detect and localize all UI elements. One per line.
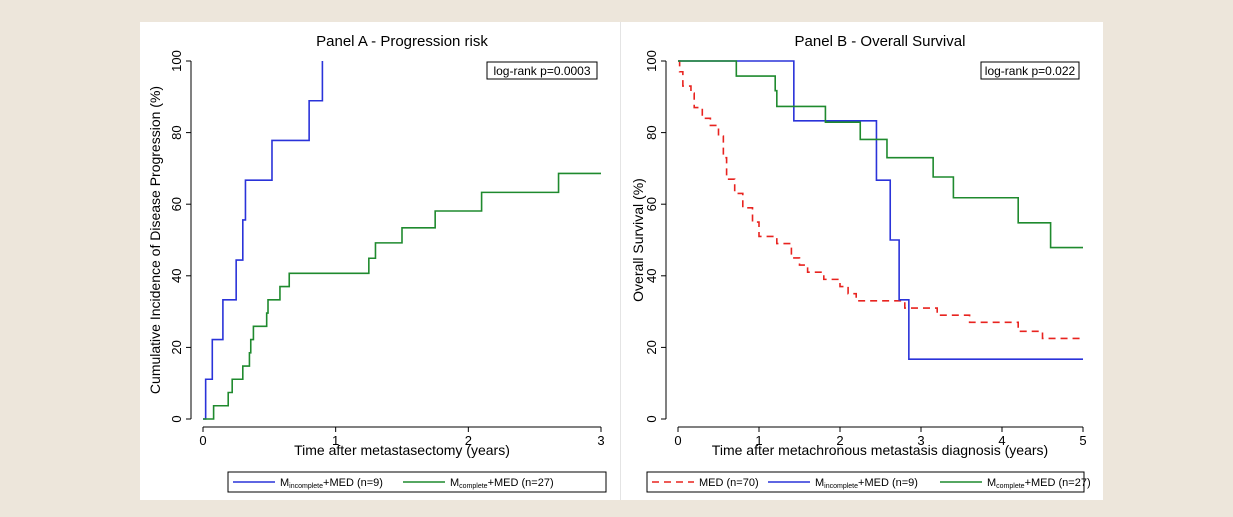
y-tick-label: 100 xyxy=(169,50,184,72)
x-tick-label: 1 xyxy=(332,433,339,448)
y-tick-label: 100 xyxy=(644,50,659,72)
x-tick-label: 2 xyxy=(465,433,472,448)
legend-label-rest: +MED (n=27) xyxy=(488,477,554,489)
legend-label-main: MED (n=70) xyxy=(699,477,759,489)
x-tick-label: 1 xyxy=(755,433,762,448)
series-line-0 xyxy=(203,61,324,420)
y-axis-label: Overall Survival (%) xyxy=(630,178,646,302)
figure-background xyxy=(140,22,1103,500)
chart-title: Panel A - Progression risk xyxy=(316,33,488,50)
legend-item-label: Mcomplete+MED (n=27) xyxy=(987,477,1091,490)
legend-label-main: M xyxy=(280,477,289,489)
legend-label-subscript: incomplete xyxy=(824,483,858,490)
legend-label-subscript: complete xyxy=(459,483,488,490)
y-tick-label: 0 xyxy=(169,415,184,422)
legend-label-subscript: complete xyxy=(996,483,1025,490)
x-axis-label: Time after metachronous metastasis diagn… xyxy=(712,442,1048,458)
panel-divider xyxy=(620,22,621,500)
logrank-annotation: log-rank p=0.022 xyxy=(985,64,1076,78)
series-line-2 xyxy=(678,60,1083,249)
legend-item-label: Mcomplete+MED (n=27) xyxy=(450,477,554,490)
y-tick-label: 20 xyxy=(644,340,659,354)
x-tick-label: 3 xyxy=(917,433,924,448)
y-tick-label: 40 xyxy=(644,269,659,283)
legend-label-rest: +MED (n=9) xyxy=(323,477,383,489)
legend-label-main: M xyxy=(815,477,824,489)
x-tick-label: 3 xyxy=(597,433,604,448)
y-tick-label: 40 xyxy=(169,269,184,283)
x-tick-label: 0 xyxy=(674,433,681,448)
legend-box xyxy=(646,471,1085,493)
panel-b: Panel B - Overall Survival 0 1 2 3 4 5 0 20 40 60 8… xyxy=(630,33,1091,493)
x-tick-label: 0 xyxy=(199,433,206,448)
legend-label-rest: +MED (n=27) xyxy=(1025,477,1091,489)
x-tick-label: 2 xyxy=(836,433,843,448)
legend-item-label: Mincomplete+MED (n=9) xyxy=(280,477,383,490)
x-axis-label: Time after metastasectomy (years) xyxy=(294,442,510,458)
legend-label-subscript: incomplete xyxy=(289,483,323,490)
y-tick-label: 20 xyxy=(169,340,184,354)
y-tick-label: 0 xyxy=(644,415,659,422)
y-tick-label: 60 xyxy=(169,197,184,211)
logrank-annotation: log-rank p=0.0003 xyxy=(493,64,590,78)
series-line-1 xyxy=(678,60,1083,361)
legend-label-main: M xyxy=(987,477,996,489)
y-tick-label: 80 xyxy=(169,125,184,139)
series-line-1 xyxy=(203,172,601,420)
legend-label-main: M xyxy=(450,477,459,489)
legend-item-label: Mincomplete+MED (n=9) xyxy=(815,477,918,490)
panel-a: Panel A - Progression risk 0 1 2 3 0 20 40 60 80 1… xyxy=(147,33,607,493)
chart-title: Panel B - Overall Survival xyxy=(795,33,966,50)
x-tick-label: 5 xyxy=(1079,433,1086,448)
x-tick-label: 4 xyxy=(998,433,1005,448)
logrank-box xyxy=(486,61,598,80)
legend-label-rest: +MED (n=9) xyxy=(858,477,918,489)
y-axis-label: Cumulative Incidence of Disease Progress… xyxy=(147,86,163,394)
y-tick-label: 80 xyxy=(644,125,659,139)
legend-item-label: MED (n=70) xyxy=(699,477,759,489)
logrank-box xyxy=(980,61,1080,80)
series-line-0 xyxy=(678,60,1083,340)
y-tick-label: 60 xyxy=(644,197,659,211)
